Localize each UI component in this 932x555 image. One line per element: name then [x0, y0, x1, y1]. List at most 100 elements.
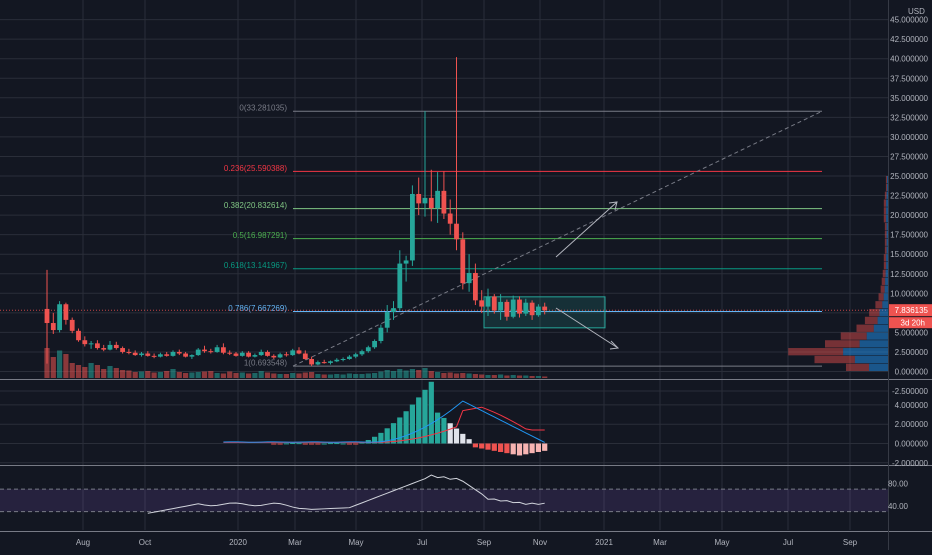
macd-histogram-bar	[428, 381, 434, 444]
candle-body	[95, 343, 100, 349]
macd-histogram-bar	[422, 389, 428, 444]
volume-bar	[384, 370, 390, 378]
price-axis-label: 15.000000	[890, 250, 928, 259]
profile-bar-up	[873, 324, 888, 332]
macd-histogram-bar	[453, 428, 460, 444]
price-axis-label: 22.500000	[890, 192, 928, 201]
candle-body	[454, 223, 459, 240]
volume-bar	[246, 373, 252, 378]
volume-bar	[126, 370, 132, 378]
candle-body	[309, 358, 314, 365]
profile-bar-up	[886, 207, 888, 215]
volume-bar	[283, 374, 289, 378]
volume-profile	[788, 176, 888, 371]
volume-bar	[63, 354, 69, 378]
candle-body	[183, 353, 188, 357]
candle-body	[416, 193, 422, 204]
candle-body	[120, 348, 125, 352]
volume-bar	[403, 370, 409, 378]
candle-body	[252, 355, 258, 357]
countdown-tag	[889, 317, 932, 329]
price-axis-label: 2.500000	[895, 348, 929, 357]
candle-body	[378, 327, 384, 342]
price-axis-label: -2.500000	[892, 387, 929, 396]
candle-body	[139, 353, 144, 356]
volume-bar	[252, 373, 258, 378]
price-axis-label: 0.000000	[895, 368, 929, 377]
candle-body	[485, 296, 491, 307]
candle-body	[290, 350, 296, 356]
price-axis-label: 17.500000	[890, 231, 928, 240]
volume-bar	[201, 371, 208, 378]
candle-body	[473, 272, 478, 301]
candle-body	[536, 306, 541, 316]
macd-histogram-bar	[466, 439, 472, 444]
volume-bar	[271, 373, 277, 378]
candle-body	[479, 300, 485, 307]
fibonacci-retracement[interactable]: 0(33.281035) 0.236(25.590388) 0.382(20.832…	[224, 104, 822, 368]
macd-histogram-bar	[504, 443, 510, 454]
macd-histogram-bar	[542, 443, 548, 451]
volume-bar	[208, 371, 214, 378]
candle-body	[176, 351, 182, 354]
volume-bar	[88, 363, 94, 378]
candle-body	[498, 301, 503, 311]
candle-body	[107, 344, 113, 350]
candle-body	[340, 358, 346, 360]
candle-body	[372, 341, 377, 348]
profile-bar-down	[856, 324, 874, 332]
volume-bar	[334, 374, 340, 378]
candle-body	[353, 354, 359, 357]
profile-bar-up	[882, 301, 888, 309]
currency-label: USD	[908, 7, 925, 16]
macd-histogram-bar	[403, 411, 409, 444]
profile-bar-up	[866, 332, 888, 340]
macd-histogram-bar	[491, 443, 497, 451]
price-axis-label: 27.500000	[890, 152, 928, 161]
macd-histogram-bar	[359, 442, 365, 444]
macd-line	[223, 400, 545, 443]
candle-body	[517, 299, 522, 314]
rsi-axis-label: 80.00	[888, 480, 909, 489]
candle-body	[50, 323, 56, 331]
profile-bar-down	[880, 285, 885, 293]
price-axis-label: 20.000000	[890, 211, 928, 220]
candle-body	[391, 308, 396, 313]
time-axis-label: Mar	[653, 538, 667, 547]
candle-body	[202, 349, 207, 352]
volume-bar	[75, 365, 82, 378]
volume-bar	[340, 374, 346, 378]
macd-histogram-bar	[397, 417, 403, 444]
volume-bar	[529, 376, 535, 378]
candle-body	[510, 299, 516, 317]
macd-histogram-bar	[340, 443, 346, 445]
candle-body	[347, 356, 352, 359]
profile-bar-down	[846, 363, 870, 371]
candlesticks	[44, 57, 548, 367]
profile-bar-down	[881, 277, 886, 285]
candle-body	[302, 353, 308, 359]
volume-bar	[378, 371, 384, 378]
time-axis-label: 2021	[595, 538, 613, 547]
volume-bar	[321, 374, 327, 378]
volume-bar	[120, 370, 126, 378]
profile-bar-up	[885, 269, 888, 278]
arrow-down-line	[555, 307, 619, 349]
time-axis-label: Sep	[843, 538, 858, 547]
candle-body	[151, 355, 157, 357]
volume-bar	[365, 373, 371, 378]
volume-bar	[233, 373, 239, 378]
volume-bar	[170, 369, 176, 378]
profile-bar-up	[886, 238, 888, 246]
volume-bar	[441, 373, 447, 378]
candle-body	[466, 272, 472, 284]
macd-histogram-bar	[485, 443, 491, 450]
volume-bar	[479, 374, 485, 378]
last-price-tag	[889, 304, 932, 317]
time-axis-label: Oct	[139, 538, 152, 547]
volume-bar	[101, 369, 107, 378]
volume-bar	[309, 372, 315, 378]
volume-bar	[498, 374, 504, 378]
